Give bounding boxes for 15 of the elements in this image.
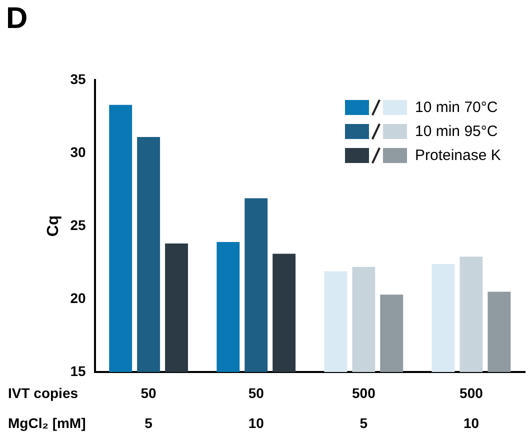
x-tick-label: 500 5 [352,384,376,431]
legend-label: Proteinase K [415,146,501,164]
y-tick-label: 30 [70,144,86,160]
x-tick-label: 500 10 [460,384,484,431]
y-tick-label: 35 [70,70,86,87]
x-tick-label: 50 10 [248,384,264,431]
x-axis-title: IVT copies MgCl₂ [mM] [8,384,86,431]
legend-label: 10 min 95°C [415,122,498,140]
y-tick-label: 15 [70,362,86,379]
text: D [6,2,28,36]
legend-label: 10 min 70°C [415,98,498,116]
y-tick-label: 25 [70,216,86,233]
x-tick-label: 50 5 [140,384,157,431]
y-tick-label: 20 [70,290,86,306]
y-axis-title: Cq [45,215,62,237]
